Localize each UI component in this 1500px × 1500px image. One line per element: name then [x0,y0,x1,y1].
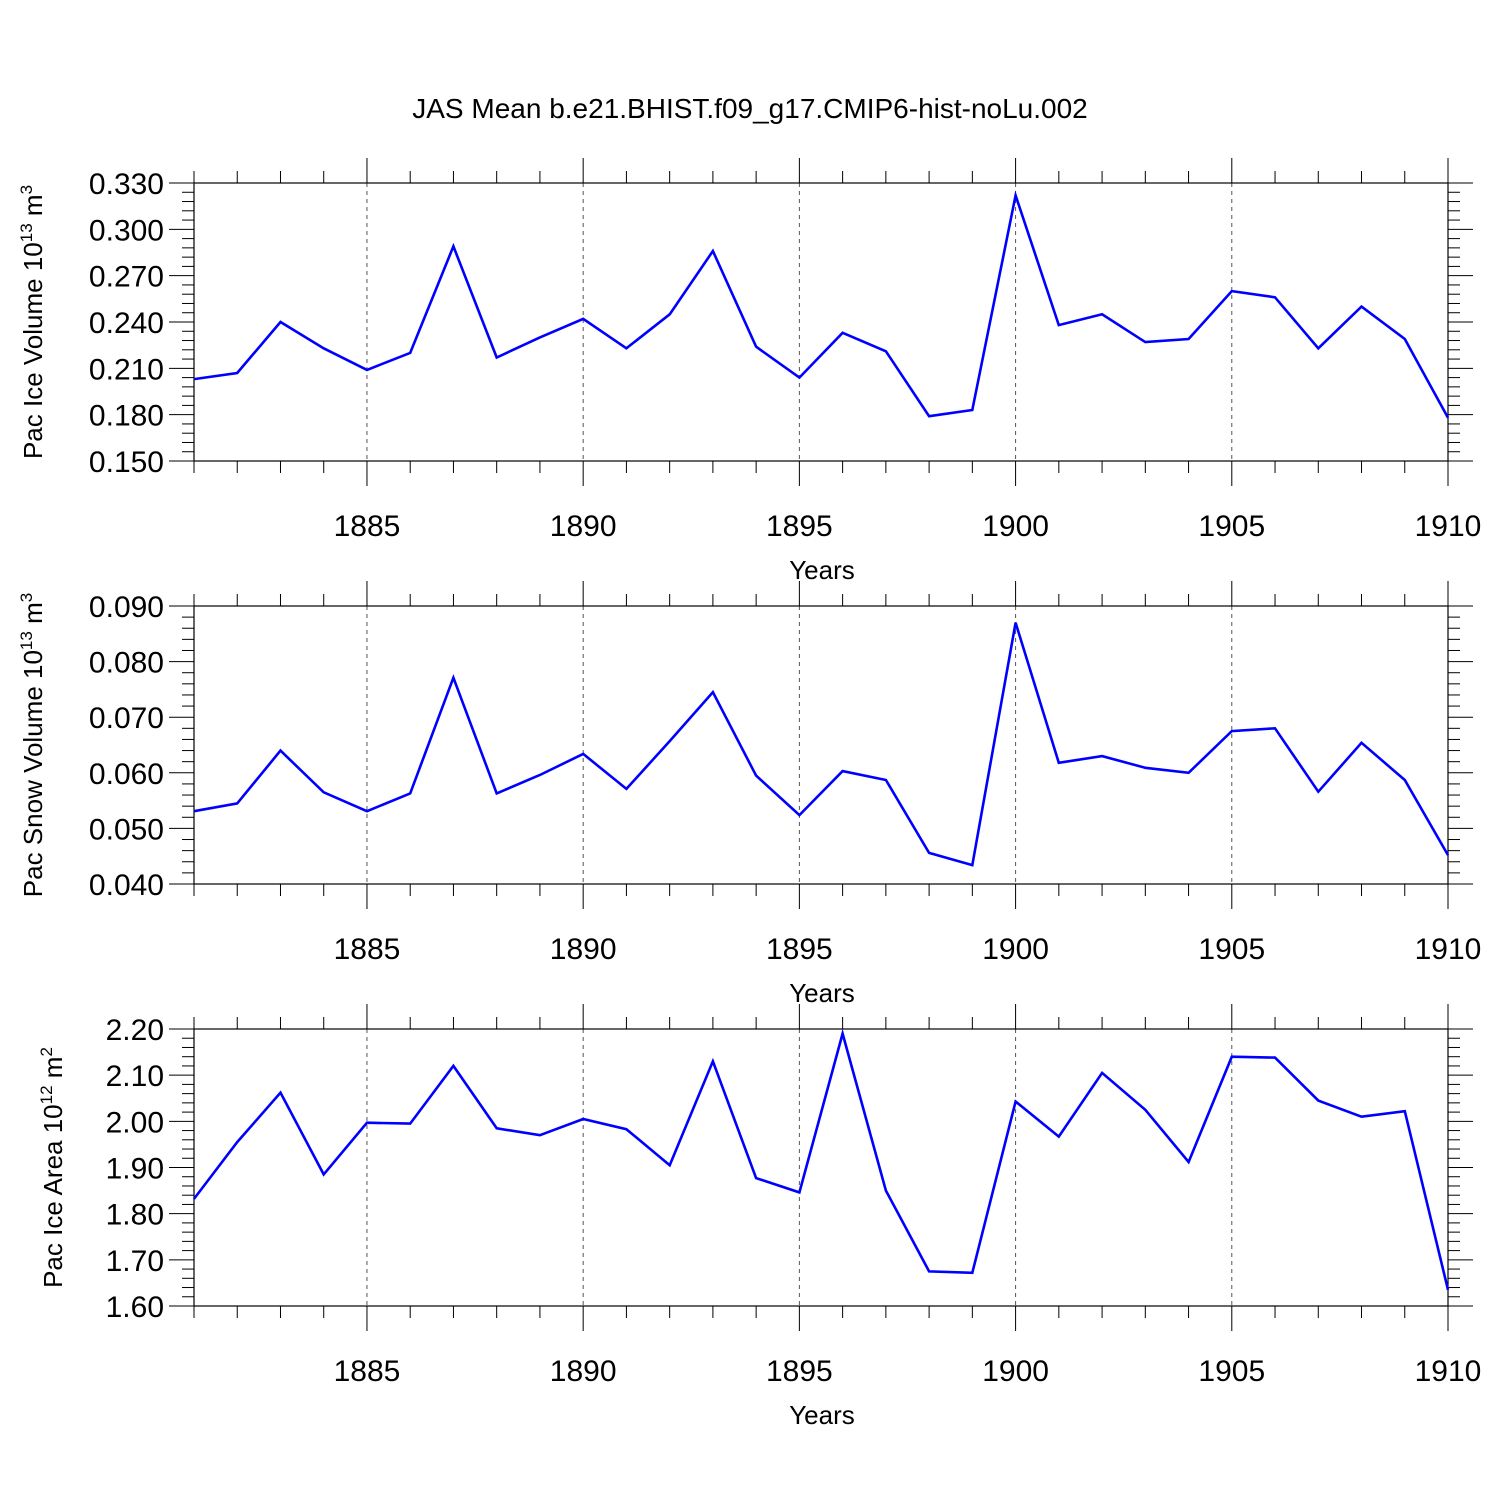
y-tick-label: 2.20 [106,1014,164,1047]
x-tick-label: 1890 [550,933,617,966]
y-axis-label-text: Pac Ice Area 10 [38,1104,68,1288]
x-axis-label: Years [789,555,855,585]
x-tick-label: 1910 [1415,510,1482,543]
y-axis-label-unit: m [38,1057,68,1086]
y-axis-label-exponent: 13 [17,631,36,650]
y-tick-label: 0.180 [89,400,164,433]
plot-frame [193,1028,1449,1307]
y-axis-label-unit: m [18,194,48,223]
y-tick-label: 2.10 [106,1060,164,1093]
plot-frame [193,182,1449,462]
y-axis-label-unit-exponent: 3 [17,185,36,194]
x-tick-label: 1885 [334,1355,401,1388]
x-tick-label: 1890 [550,510,617,543]
y-tick-label: 2.00 [106,1106,164,1139]
y-tick-label: 0.040 [89,869,164,902]
x-tick-label: 1905 [1198,933,1265,966]
y-axis-label: Pac Ice Volume 1013 m3 [17,185,48,459]
panel-2: 0.040 0.050 0.060 0.070 0.080 0.090 1885 1890 18… [17,581,1481,1008]
y-axis-label-unit: m [18,602,48,631]
x-tick-label: 1910 [1415,1355,1482,1388]
y-tick-label: 1.90 [106,1153,164,1186]
y-tick-label: 1.60 [106,1291,164,1324]
x-axis-label: Years [789,1400,855,1430]
x-tick-label: 1910 [1415,933,1482,966]
panel-1: 0.150 0.180 0.210 0.240 0.270 0.300 0.330 1885 1… [17,158,1481,585]
y-tick-label: 0.210 [89,353,164,386]
y-tick-label: 0.270 [89,261,164,294]
series-line [193,190,1450,419]
series-line [193,622,1450,867]
panel-3: 1.60 1.70 1.80 1.90 2.00 2.10 2.20 1885 1890 1895… [37,1004,1481,1430]
y-tick-label: 0.330 [89,168,164,201]
x-axis-label: Years [789,978,855,1008]
y-tick-label: 0.240 [89,307,164,340]
y-tick-label: 1.70 [106,1245,164,1278]
y-axis-label-exponent: 12 [37,1085,56,1104]
plot-frame [193,605,1449,885]
y-tick-label: 0.150 [89,446,164,479]
y-axis-label: Pac Ice Area 1012 m2 [37,1047,68,1288]
y-tick-label: 0.080 [89,647,164,680]
x-tick-label: 1900 [982,510,1049,543]
x-tick-label: 1900 [982,1355,1049,1388]
y-tick-label: 1.80 [106,1199,164,1232]
y-tick-label: 0.050 [89,813,164,846]
x-tick-label: 1895 [766,933,833,966]
x-tick-label: 1905 [1198,1355,1265,1388]
x-tick-label: 1890 [550,1355,617,1388]
figure-title: JAS Mean b.e21.BHIST.f09_g17.CMIP6-hist-… [412,93,1088,124]
series-line [192,1028,1450,1291]
y-axis-label: Pac Snow Volume 1013 m3 [17,593,48,897]
y-tick-label: 0.060 [89,758,164,791]
x-tick-label: 1885 [334,933,401,966]
y-axis-label-unit-exponent: 2 [37,1047,56,1056]
y-axis-label-exponent: 13 [17,223,36,242]
y-axis-label-unit-exponent: 3 [17,593,36,602]
x-tick-label: 1895 [766,1355,833,1388]
x-tick-label: 1885 [334,510,401,543]
y-axis-label-text: Pac Ice Volume 10 [18,242,48,459]
y-tick-label: 0.070 [89,702,164,735]
y-tick-label: 0.300 [89,214,164,247]
y-axis-label-text: Pac Snow Volume 10 [18,650,48,897]
x-tick-label: 1895 [766,510,833,543]
x-tick-label: 1900 [982,933,1049,966]
x-tick-label: 1905 [1198,510,1265,543]
y-tick-label: 0.090 [89,591,164,624]
